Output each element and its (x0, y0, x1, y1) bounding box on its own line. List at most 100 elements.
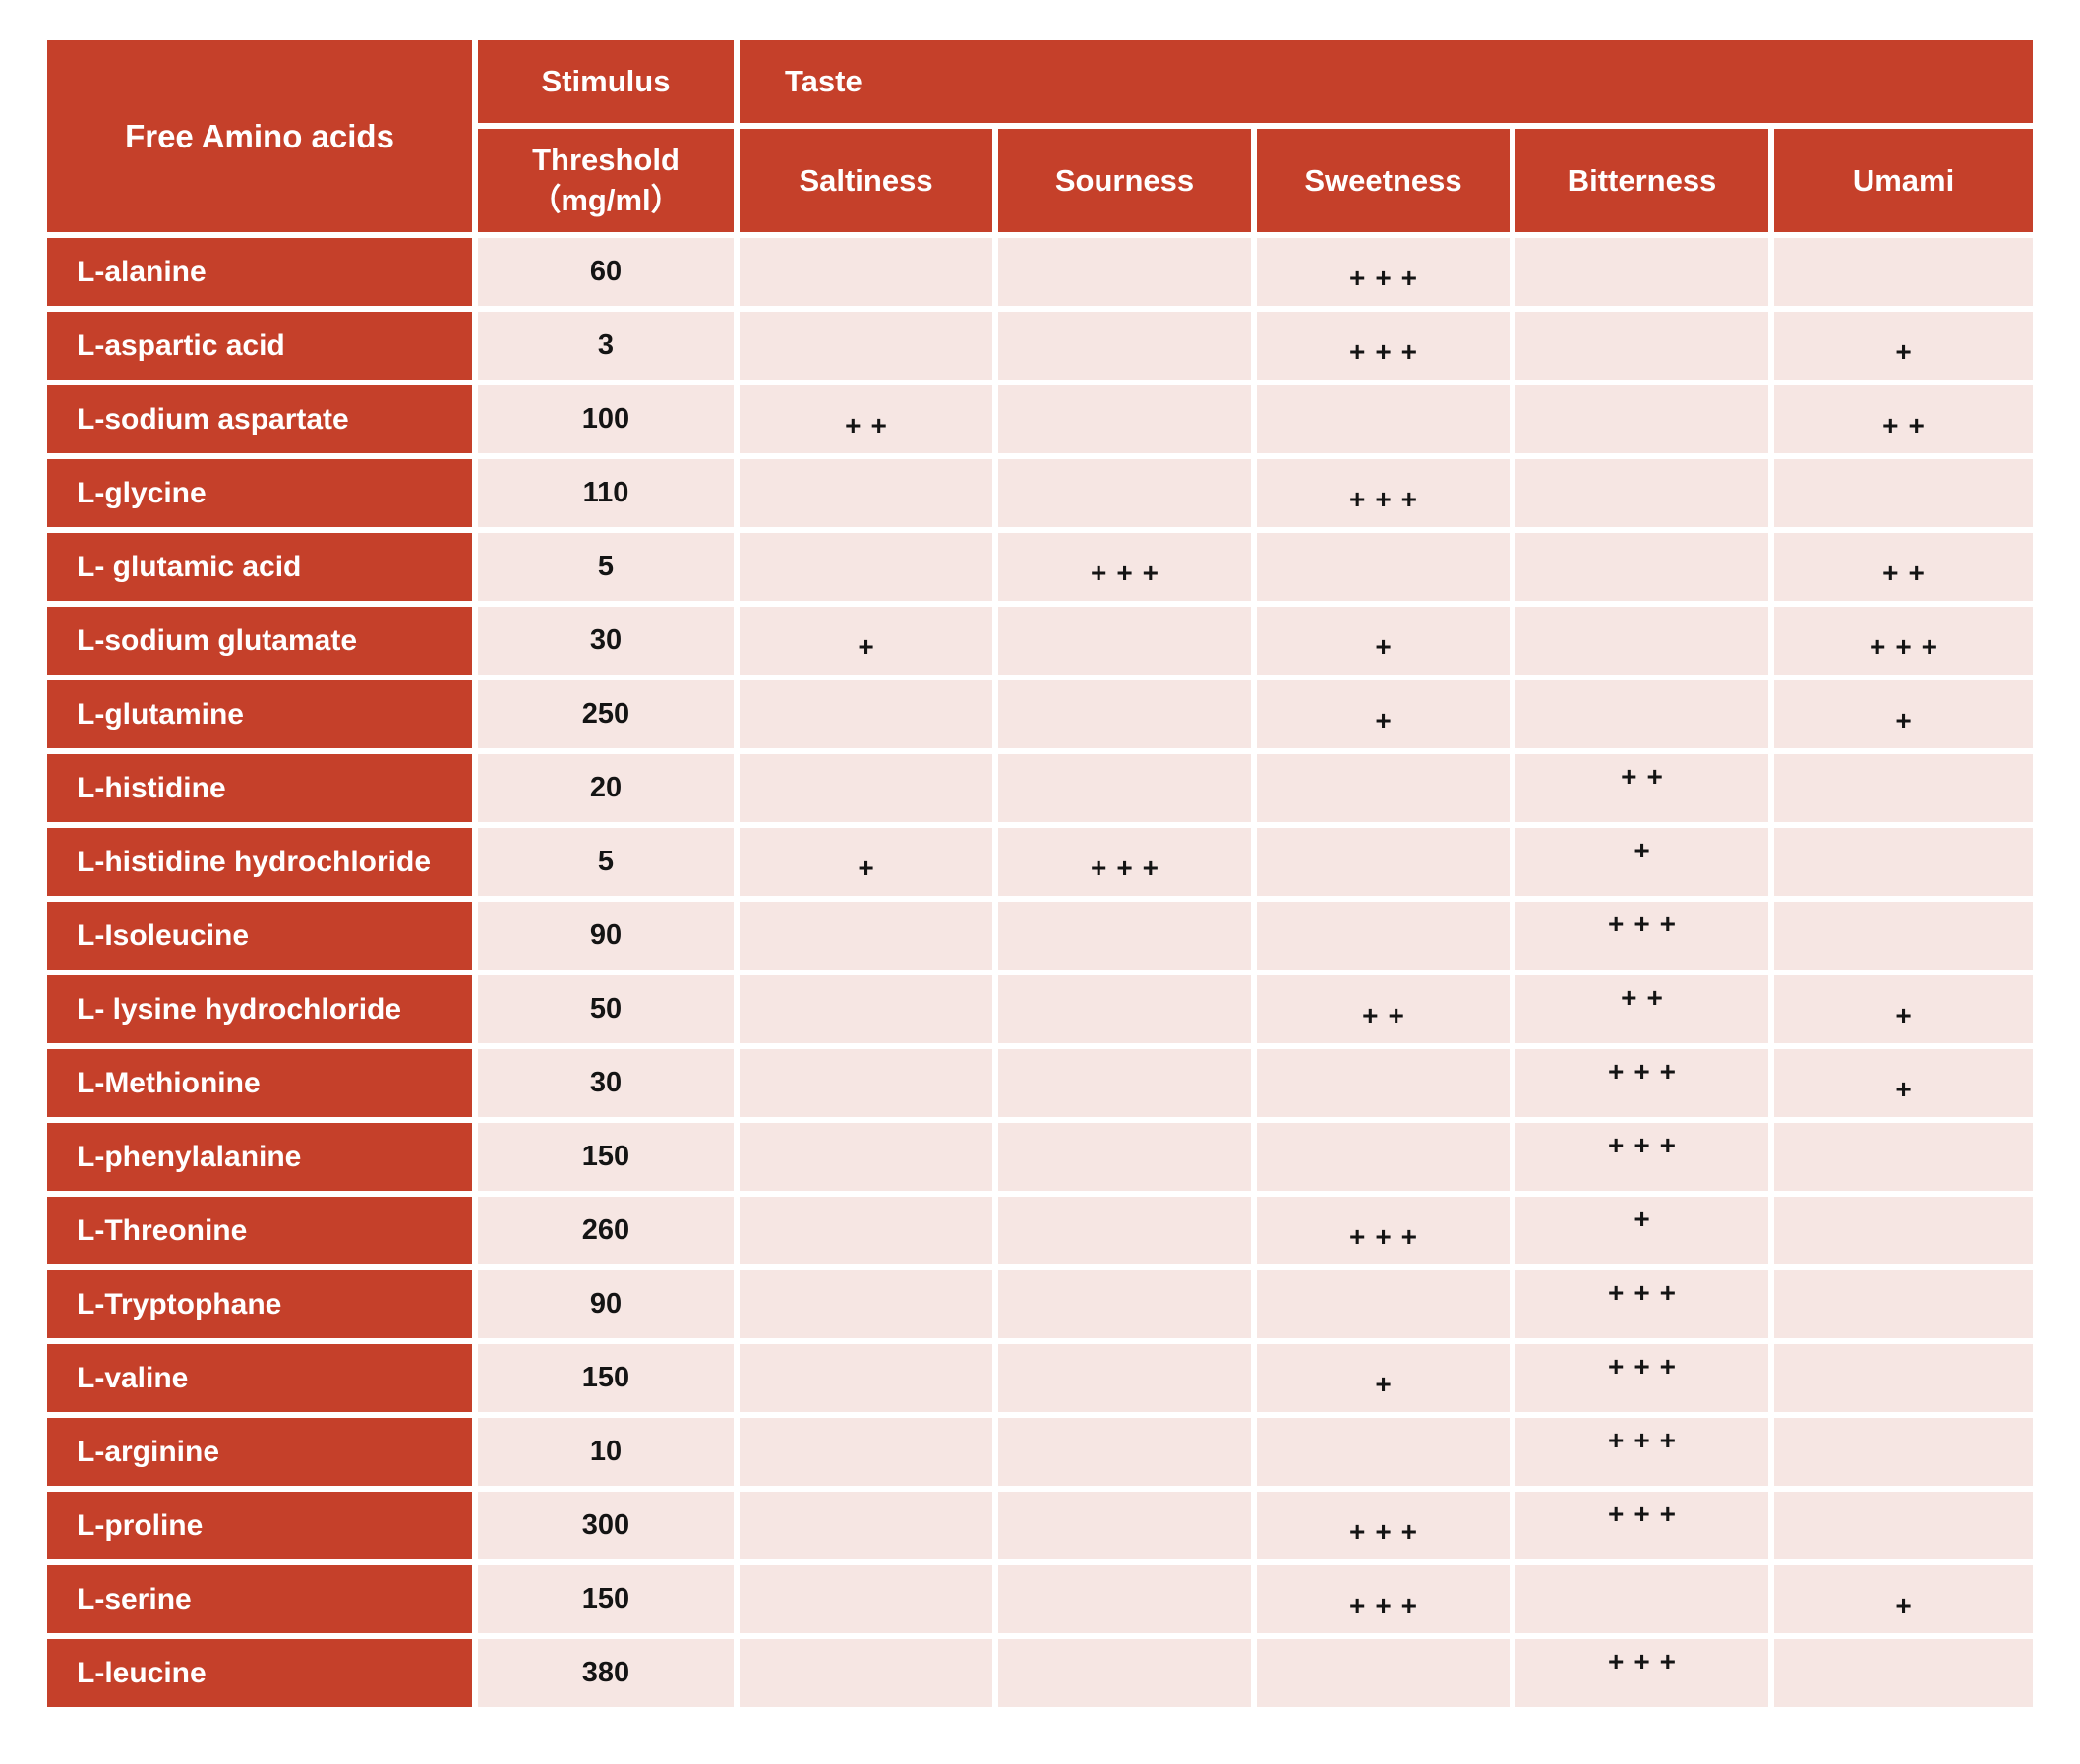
sourness-cell (998, 1492, 1251, 1559)
taste-marks: + (1375, 630, 1401, 662)
stimulus-header: Stimulus (478, 40, 734, 123)
table-row: L-glutamine 250 + + (47, 680, 2033, 748)
sweetness-cell (1257, 1639, 1510, 1707)
taste-marks: +++ (1607, 1276, 1687, 1308)
saltiness-cell (740, 754, 992, 822)
taste-marks: +++ (1869, 630, 1948, 662)
saltiness-cell (740, 1270, 992, 1338)
sweetness-cell: + (1257, 1344, 1510, 1412)
threshold-value: 60 (478, 238, 734, 306)
bitterness-cell (1515, 312, 1768, 380)
amino-acid-name: L-histidine (47, 754, 472, 822)
amino-acid-name: L-valine (47, 1344, 472, 1412)
sourness-cell (998, 238, 1251, 306)
sourness-cell (998, 385, 1251, 453)
taste-marks: +++ (1607, 1055, 1687, 1087)
table-row: L- glutamic acid 5 +++ ++ (47, 533, 2033, 601)
taste-marks: + (1634, 834, 1660, 865)
taste-marks: +++ (1090, 557, 1169, 588)
umami-cell (1774, 1123, 2033, 1191)
sourness-cell (998, 1270, 1251, 1338)
taste-marks: + (1895, 999, 1922, 1030)
umami-cell: + (1774, 1049, 2033, 1117)
table-row: L-arginine 10 +++ (47, 1418, 2033, 1486)
umami-cell: + (1774, 312, 2033, 380)
sweetness-cell: +++ (1257, 238, 1510, 306)
umami-column-header: Umami (1774, 129, 2033, 232)
umami-cell (1774, 1639, 2033, 1707)
sweetness-cell: +++ (1257, 1197, 1510, 1264)
table-row: L-glycine 110 +++ (47, 459, 2033, 527)
taste-marks: +++ (1348, 1589, 1428, 1620)
sourness-cell (998, 1197, 1251, 1264)
bitterness-cell: +++ (1515, 1639, 1768, 1707)
taste-marks: + (1375, 1368, 1401, 1399)
amino-acid-name: L-arginine (47, 1418, 472, 1486)
table-row: L-leucine 380 +++ (47, 1639, 2033, 1707)
amino-acid-name: L-aspartic acid (47, 312, 472, 380)
free-amino-acids-header: Free Amino acids (47, 40, 472, 232)
umami-cell (1774, 1270, 2033, 1338)
amino-acid-name: L-histidine hydrochloride (47, 828, 472, 896)
taste-marks: + (1895, 1073, 1922, 1104)
saltiness-column-header: Saltiness (740, 129, 992, 232)
taste-marks: ++ (1621, 981, 1673, 1013)
amino-acid-taste-table: Free Amino acids Stimulus Taste Threshol… (41, 34, 2039, 1713)
table-row: L-serine 150 +++ + (47, 1565, 2033, 1633)
threshold-value: 50 (478, 975, 734, 1043)
bitterness-column-header: Bitterness (1515, 129, 1768, 232)
bitterness-cell: +++ (1515, 902, 1768, 970)
sourness-cell: +++ (998, 533, 1251, 601)
threshold-value: 3 (478, 312, 734, 380)
table-row: L-sodium aspartate 100 ++ ++ (47, 385, 2033, 453)
saltiness-cell (740, 1123, 992, 1191)
threshold-value: 100 (478, 385, 734, 453)
threshold-header: Threshold （mg/ml） (478, 129, 734, 232)
sourness-cell (998, 1123, 1251, 1191)
umami-cell (1774, 1492, 2033, 1559)
table-row: L-Tryptophane 90 +++ (47, 1270, 2033, 1338)
taste-marks: +++ (1607, 1645, 1687, 1676)
threshold-value: 380 (478, 1639, 734, 1707)
saltiness-cell: + (740, 828, 992, 896)
saltiness-cell (740, 1418, 992, 1486)
saltiness-cell (740, 1197, 992, 1264)
saltiness-cell (740, 1344, 992, 1412)
umami-cell (1774, 1344, 2033, 1412)
taste-group-header: Taste (740, 40, 2033, 123)
threshold-value: 250 (478, 680, 734, 748)
umami-cell (1774, 238, 2033, 306)
threshold-value: 20 (478, 754, 734, 822)
threshold-header-line2: （mg/ml） (530, 182, 682, 217)
bitterness-cell (1515, 533, 1768, 601)
threshold-value: 300 (478, 1492, 734, 1559)
threshold-header-line1: Threshold (532, 143, 680, 178)
table-row: L-Isoleucine 90 +++ (47, 902, 2033, 970)
threshold-value: 150 (478, 1565, 734, 1633)
sweetness-cell (1257, 902, 1510, 970)
sourness-cell (998, 1639, 1251, 1707)
sweetness-cell: +++ (1257, 459, 1510, 527)
amino-acid-name: L-proline (47, 1492, 472, 1559)
sweetness-cell (1257, 385, 1510, 453)
taste-marks: + (1634, 1203, 1660, 1234)
umami-cell: ++ (1774, 385, 2033, 453)
table-row: L- lysine hydrochloride 50 ++ ++ + (47, 975, 2033, 1043)
taste-marks: +++ (1607, 1129, 1687, 1160)
saltiness-cell (740, 680, 992, 748)
table-row: L-alanine 60 +++ (47, 238, 2033, 306)
table-row: L-valine 150 + +++ (47, 1344, 2033, 1412)
amino-acid-name: L-Tryptophane (47, 1270, 472, 1338)
umami-cell: + (1774, 1565, 2033, 1633)
bitterness-cell (1515, 385, 1768, 453)
sweetness-cell (1257, 1049, 1510, 1117)
sourness-cell (998, 459, 1251, 527)
taste-marks: +++ (1348, 1515, 1428, 1547)
amino-acid-name: L- glutamic acid (47, 533, 472, 601)
sweetness-cell (1257, 828, 1510, 896)
saltiness-cell (740, 975, 992, 1043)
sweetness-cell (1257, 754, 1510, 822)
taste-marks: ++ (845, 409, 897, 441)
amino-acid-name: L-sodium aspartate (47, 385, 472, 453)
sourness-cell (998, 1565, 1251, 1633)
